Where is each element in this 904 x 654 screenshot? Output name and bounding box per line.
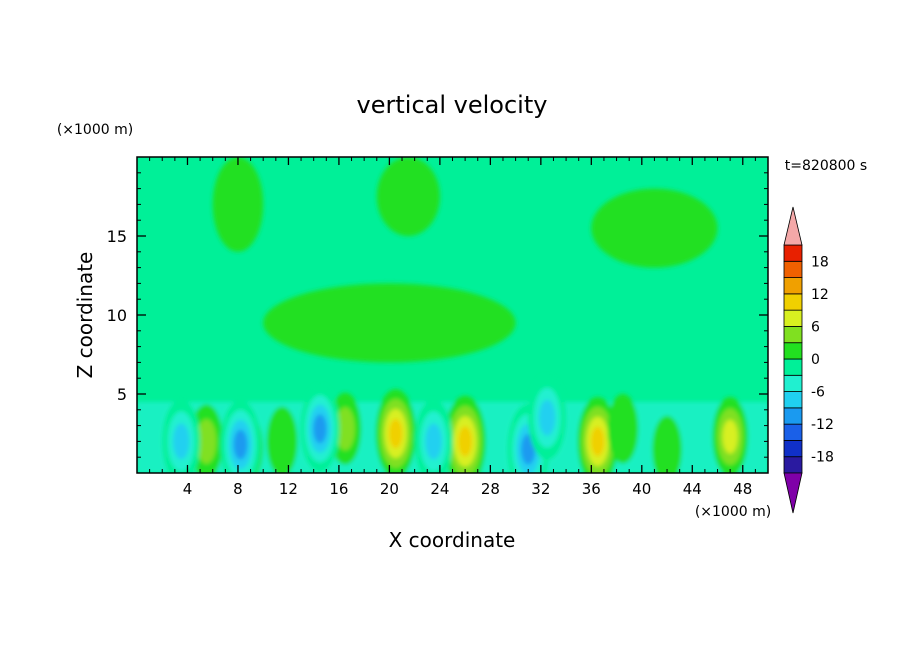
colorbar-extend-min [783, 472, 803, 514]
colorbar-box [783, 309, 803, 327]
colorbar-tick-label: 0 [811, 352, 820, 368]
colorbar-box [783, 391, 803, 409]
updraft-cell [335, 407, 355, 451]
updraft-cell [458, 426, 473, 457]
time-label: t=820800 s [785, 158, 867, 174]
y-tick-label: 10 [107, 306, 127, 325]
x-tick-label: 40 [632, 480, 651, 498]
colorbar-tick-label: -18 [811, 450, 834, 466]
colorbar-box [783, 342, 803, 360]
weak-updraft-region [376, 157, 440, 236]
x-axis-label: X coordinate [389, 528, 516, 552]
y-unit-label: (×1000 m) [57, 122, 133, 138]
x-tick-label: 20 [380, 480, 399, 498]
weak-updraft-region [263, 283, 516, 363]
colorbar-box [783, 407, 803, 425]
colorbar-box [783, 456, 803, 474]
x-unit-label: (×1000 m) [695, 504, 771, 520]
updraft-cell [722, 419, 738, 454]
weak-updraft-region [591, 188, 718, 268]
x-tick-label: 28 [481, 480, 500, 498]
colorbar-box [783, 277, 803, 295]
x-tick-label: 48 [733, 480, 752, 498]
colorbar-tick-label: 6 [811, 319, 820, 335]
colorbar-box [783, 358, 803, 376]
colorbar-box [783, 260, 803, 278]
plot-field [137, 157, 768, 473]
downdraft-cell [233, 429, 248, 460]
updraft-cell [388, 418, 403, 449]
chart-title: vertical velocity [357, 91, 548, 119]
weak-updraft-region [212, 157, 264, 252]
x-tick-label: 32 [531, 480, 550, 498]
x-tick-label: 24 [430, 480, 449, 498]
colorbar-box [783, 374, 803, 392]
x-axis: 4 8 12 16 20 24 28 32 36 40 44 48 [149, 157, 756, 498]
colorbar-box [783, 293, 803, 311]
x-tick-label: 8 [233, 480, 243, 498]
updraft-cell [196, 419, 217, 464]
x-tick-label: 36 [582, 480, 601, 498]
colorbar-extend-max [783, 206, 803, 246]
updraft-cell [607, 393, 639, 464]
colorbar-box [783, 326, 803, 344]
downdraft-cell [425, 423, 442, 460]
x-tick-label: 12 [279, 480, 298, 498]
colorbar: 18 12 6 0 -6 -12 -18 [783, 206, 834, 514]
downdraft-cell [173, 423, 190, 460]
x-tick-label: 16 [329, 480, 348, 498]
colorbar-box [783, 244, 803, 262]
updraft-cell [652, 415, 682, 473]
colorbar-tick-label: 12 [811, 287, 829, 303]
downdraft-cell [313, 414, 327, 444]
x-tick-label: 44 [683, 480, 702, 498]
y-axis: 5 10 15 [107, 172, 768, 458]
downdraft-cell [539, 399, 556, 436]
y-tick-label: 5 [117, 385, 127, 404]
updraft-cell [266, 406, 298, 473]
x-tick-label: 4 [183, 480, 193, 498]
updraft-cell [590, 426, 605, 457]
colorbar-tick-label: 18 [811, 254, 829, 270]
y-axis-label: Z coordinate [73, 252, 97, 379]
colorbar-tick-label: -12 [811, 417, 834, 433]
y-tick-label: 15 [107, 227, 127, 246]
colorbar-box [783, 423, 803, 441]
colorbar-box [783, 440, 803, 458]
colorbar-tick-label: -6 [811, 385, 825, 401]
